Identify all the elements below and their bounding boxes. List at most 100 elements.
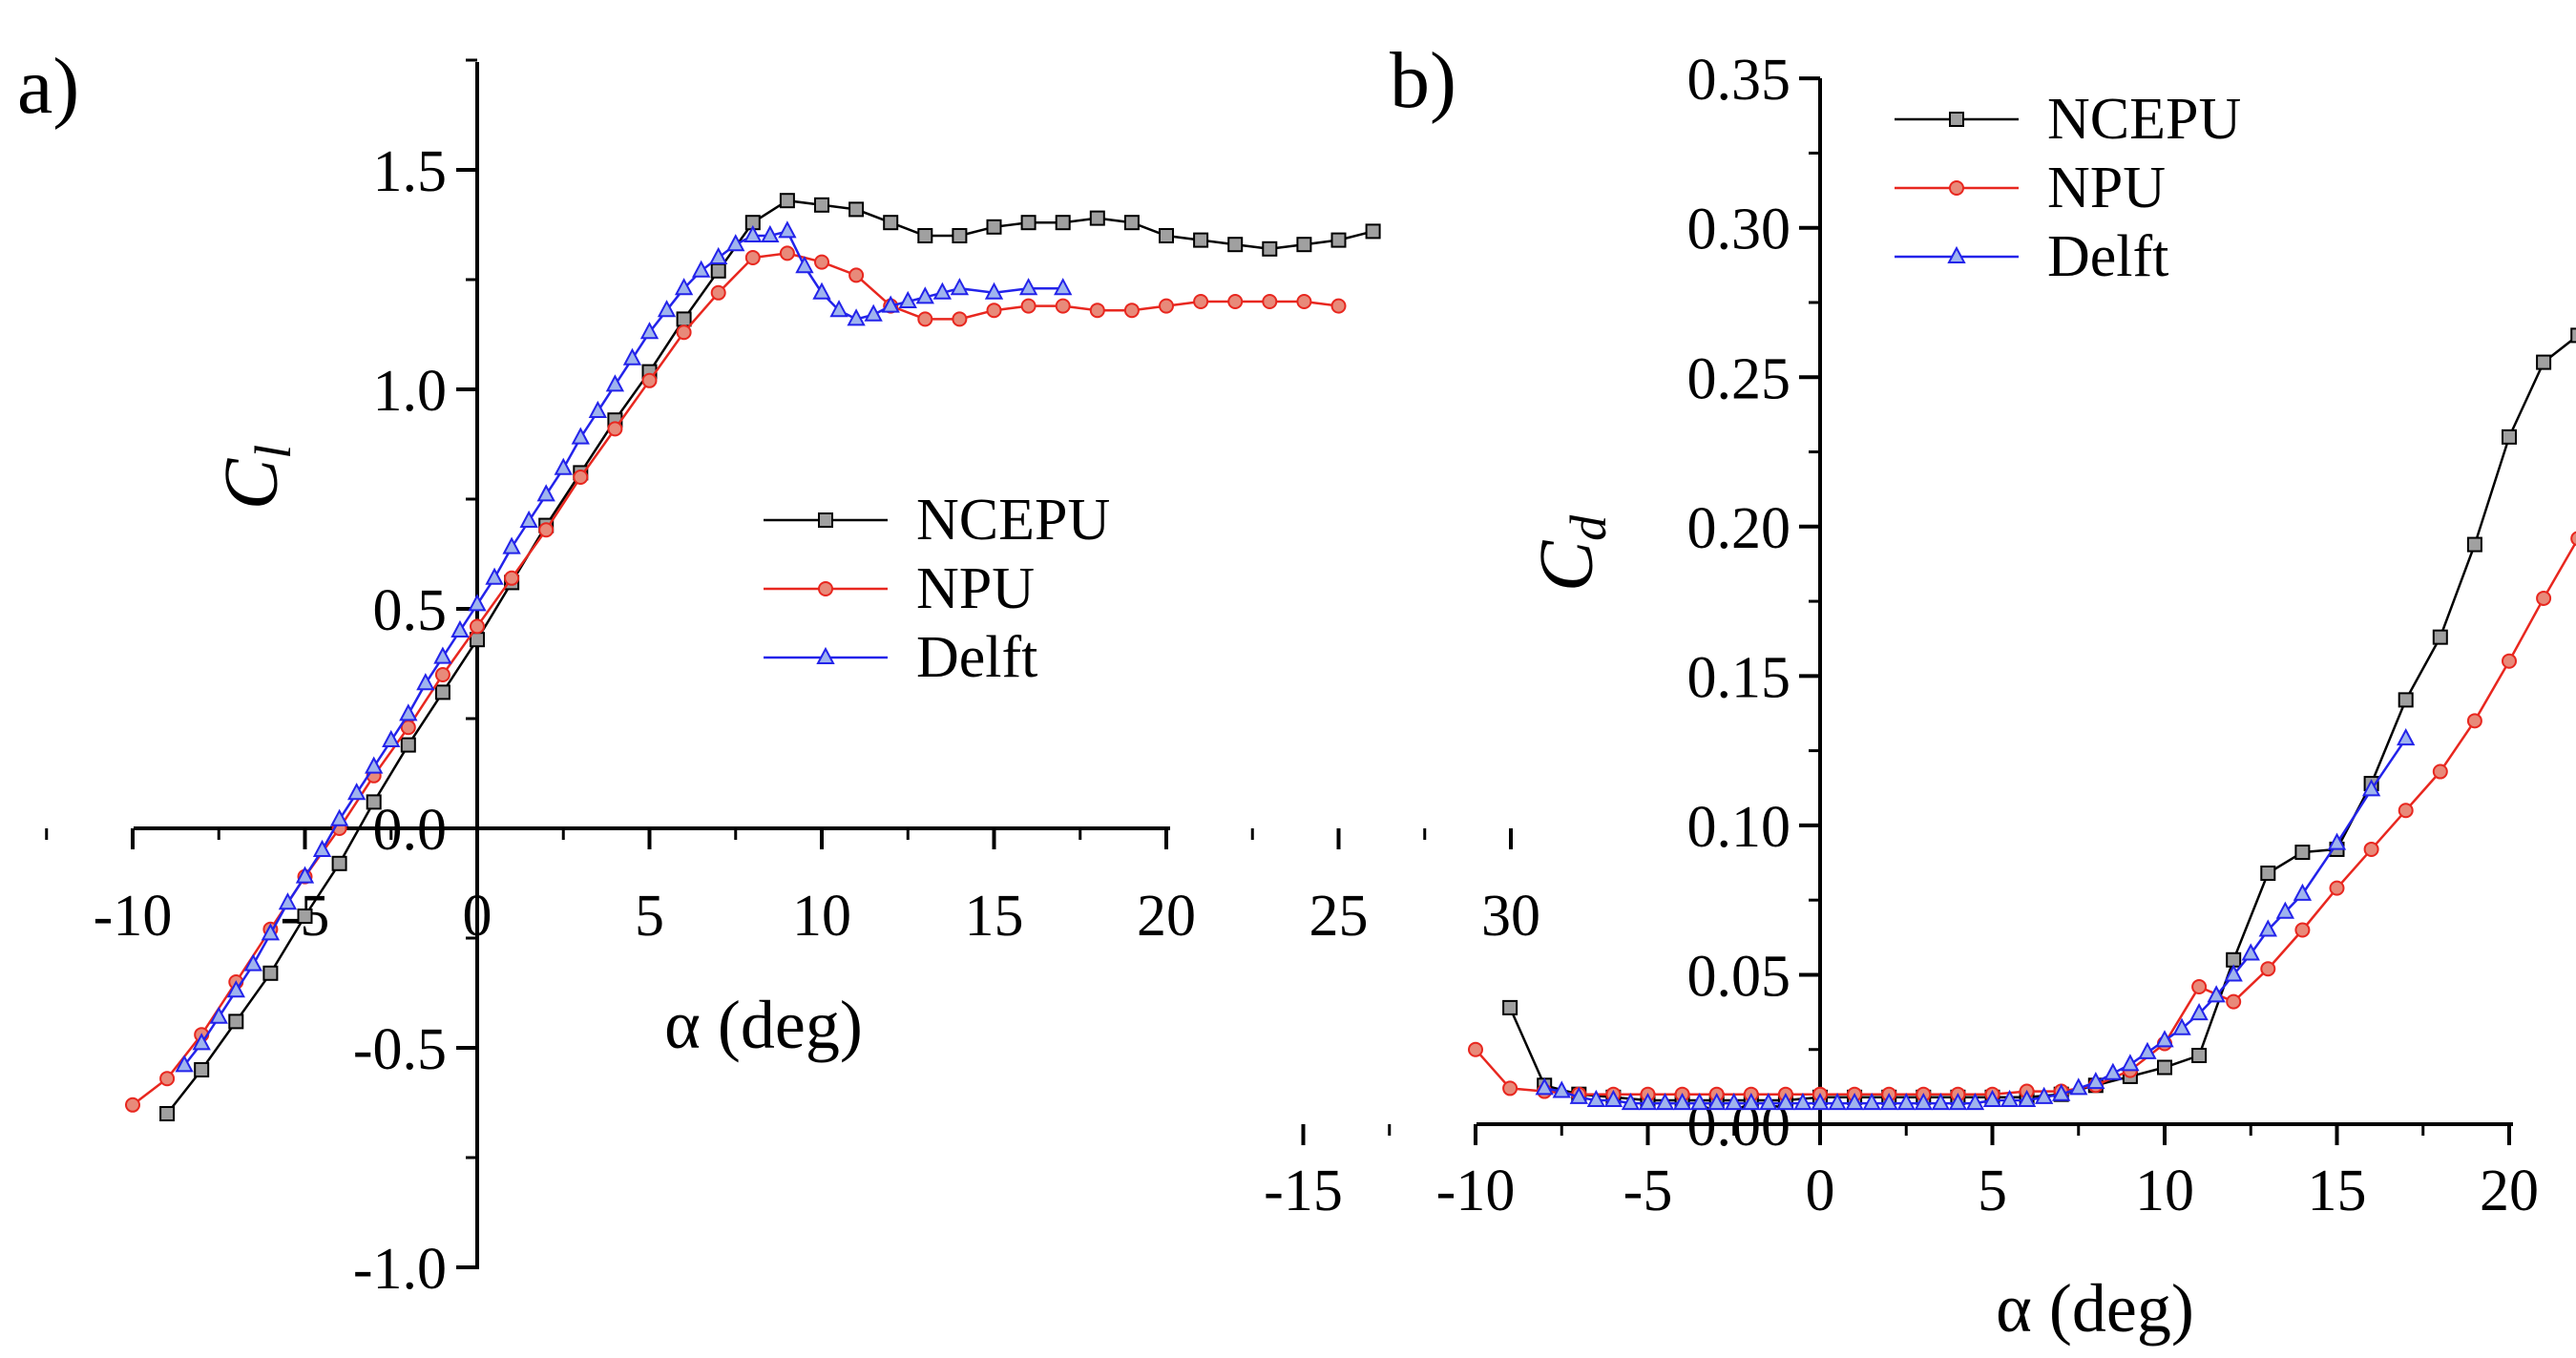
panel-a-y-tick-label: -1.0 [353, 1237, 447, 1302]
panel-a-series-delft-point [519, 510, 538, 528]
panel-a-y-tick-label: 1.0 [373, 359, 448, 424]
panel-a-series-ncepu-point [400, 737, 416, 753]
panel-a-series-ncepu-point [434, 684, 450, 700]
panel-a-series-npu-point [744, 250, 761, 265]
panel-a-series-ncepu-point [1262, 240, 1278, 257]
panel-b-series-delft-point [1862, 1092, 1881, 1111]
panel-b-series-npu-point [2294, 922, 2311, 938]
panel-a-legend-npu-label: NPU [916, 556, 1035, 621]
panel-b-series-delft-point [2052, 1083, 2071, 1101]
panel-a-series-delft-point [536, 484, 555, 502]
panel-a-series-npu-point [1330, 298, 1347, 314]
panel-b-y-tick-label: 0.15 [1687, 645, 1791, 710]
panel-b-series-delft-point [1811, 1092, 1830, 1111]
panel-a-y-tick-label: 0.5 [373, 578, 448, 643]
panel-b-y-axis-label-sub: d [1560, 514, 1617, 541]
panel-a-series-delft [175, 220, 1073, 1073]
panel-b-y-tick-label: 0.20 [1687, 496, 1791, 561]
panel-b-series-delft-point [1707, 1092, 1727, 1111]
panel-b-legend-npu-marker [1949, 180, 1964, 196]
panel-a-series-delft-point [847, 308, 866, 326]
panel-b-series-npu-point [2502, 653, 2517, 669]
panel-a-series-delft-point [554, 457, 573, 475]
panel-b-series-delft-point [1793, 1092, 1812, 1111]
panel-a-series-delft-point [588, 400, 608, 418]
panel-b-series-delft-point [1948, 1092, 1968, 1111]
panel-b-y-axis-label: Cd [1525, 514, 1617, 592]
panel-a-series-ncepu-point [1020, 215, 1037, 231]
panel-a-series-delft-point [261, 923, 281, 941]
panel-a-series-delft-point [382, 729, 401, 747]
panel-a-series-delft-point [450, 619, 470, 637]
panel-a-series-npu-point [434, 667, 450, 682]
panel-b-series-delft-point [1776, 1092, 1795, 1111]
panel-b-legend-ncepu-label: NCEPU [2047, 87, 2241, 152]
panel-a-series-ncepu-point [986, 219, 1002, 235]
panel-b-series-delft-point [1552, 1080, 1571, 1098]
panel-a-series-npu-point [779, 245, 795, 261]
panel-a-series-delft-point [691, 260, 711, 278]
panel-a-series-ncepu [159, 193, 1381, 1121]
panel-b-series-ncepu-point [2398, 692, 2414, 708]
panel-b-series-delft-point [2258, 919, 2277, 937]
panel-b-series-delft-point [1672, 1092, 1692, 1111]
panel-b-series-ncepu-point [2191, 1047, 2208, 1063]
panel-b-series-ncepu-line [1508, 335, 2576, 1102]
panel-b-series-ncepu-point [2536, 354, 2552, 370]
panel-a-legend-delft-label: Delft [916, 625, 1037, 690]
panel-a-series-ncepu-point [1159, 228, 1174, 243]
panel-a-x-tick-label: -10 [94, 884, 173, 949]
panel-a-series-ncepu-point [814, 197, 829, 213]
panel-b-series-npu-point [1468, 1041, 1483, 1057]
panel-b-series-delft-point [1845, 1092, 1864, 1111]
panel-a-series-delft-point [778, 220, 797, 239]
panel-a-series-ncepu-point [228, 1013, 244, 1030]
panel-a-series-npu-point [641, 372, 658, 388]
panel-a-y-tick-label: 0.0 [373, 798, 448, 863]
panel-a-series-ncepu-point [1365, 223, 1381, 240]
panel-b-series-npu-point [2363, 841, 2379, 857]
panel-a-series-delft-point [984, 282, 1004, 300]
panel-b-x-tick-label: 10 [2135, 1159, 2194, 1223]
panel-a-series-npu-point [1020, 298, 1037, 314]
panel-b-y-tick-label: 0.10 [1687, 795, 1791, 860]
panel-b-series-npu-point [2226, 993, 2242, 1010]
panel-b-x-tick-label: 5 [1978, 1159, 2007, 1223]
panel-b-series-delft-point [2207, 985, 2226, 1003]
panel-b-cd-chart: -15-10-50510152025300.000.050.100.150.20… [1264, 36, 2576, 1347]
panel-b-series-delft-point [2224, 964, 2243, 982]
panel-a-series-ncepu-point [883, 215, 899, 231]
panel-a-series-delft-point [312, 839, 332, 857]
panel-b-y-tick-label: 0.25 [1687, 346, 1791, 411]
panel-a-series-delft-point [192, 1033, 211, 1051]
panel-b-x-tick-label: -15 [1264, 1159, 1343, 1223]
panel-a-series-npu-point [814, 254, 829, 270]
panel-a-series-ncepu-point [1330, 232, 1347, 248]
panel-a-series-delft-point [622, 347, 642, 366]
panel-b-series-delft-point [2327, 832, 2347, 850]
panel-a-series-npu-point [1159, 298, 1174, 314]
panel-a-x-tick-label: 30 [1481, 884, 1540, 949]
panel-a-series-npu-point [1123, 303, 1140, 319]
panel-a-series-npu-line [132, 252, 1339, 1106]
panel-b-series-npu-point [2329, 880, 2345, 896]
panel-b-series-ncepu [1502, 327, 2576, 1108]
panel-a-x-tick-label: 25 [1309, 884, 1369, 949]
panel-b-series-npu-point [2432, 763, 2448, 780]
panel-b-series-delft-line [1543, 738, 2407, 1105]
panel-a-series-delft-point [278, 892, 298, 910]
panel-a-series-delft-point [329, 808, 349, 826]
panel-a-series-ncepu-point [194, 1062, 210, 1077]
panel-b-series-npu-point [1502, 1080, 1518, 1097]
panel-a-series-delft-point [226, 980, 245, 998]
panel-b-series-delft-point [1586, 1089, 1606, 1107]
panel-b-x-axis-label: α (deg) [1996, 1270, 2194, 1347]
panel-b-series-delft-point [1638, 1092, 1658, 1111]
panel-a-series-ncepu-point [366, 794, 382, 810]
panel-b-series-npu-point [2191, 978, 2208, 994]
panel-a-series-ncepu-point [262, 965, 279, 981]
panel-a-series-delft-point [1018, 278, 1038, 296]
panel-b-series-delft-point [1931, 1092, 1951, 1111]
panel-b-series-delft-point [2155, 1030, 2174, 1048]
